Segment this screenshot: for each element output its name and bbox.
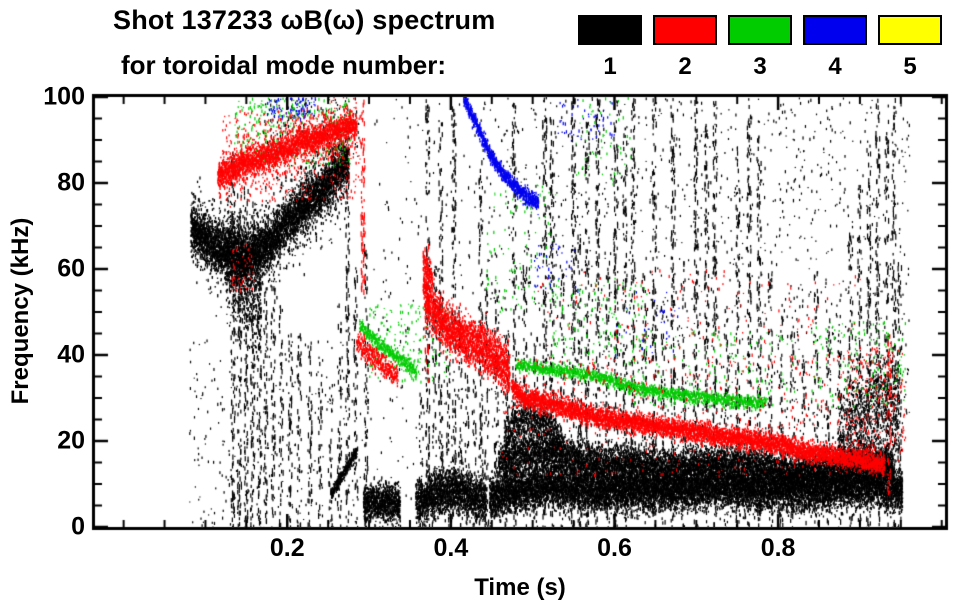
legend-swatch-n2 [653, 15, 717, 45]
x-tick-label: 0.8 [760, 534, 796, 562]
legend-swatch-n5 [878, 15, 942, 45]
figure-title: Shot 137233 ωB(ω) spectrum [113, 5, 496, 35]
x-tick-label: 0.6 [597, 534, 632, 562]
figure-subtitle: for toroidal mode number: [121, 50, 446, 80]
x-axis-label: Time (s) [474, 574, 566, 601]
legend-number-n1: 1 [603, 53, 617, 80]
legend-swatch-n4 [803, 15, 867, 45]
y-tick-label: 40 [57, 340, 85, 369]
legend-number-n2: 2 [678, 53, 692, 80]
y-axis-label: Frequency (kHz) [7, 217, 34, 405]
y-tick-label: 80 [57, 168, 85, 197]
legend-swatches [578, 15, 942, 45]
y-tick-label: 100 [43, 82, 85, 111]
legend-swatch-n3 [728, 15, 792, 45]
legend-numbers: 1 2 3 4 5 [578, 53, 942, 81]
x-tick-label: 0.2 [269, 534, 305, 562]
legend-swatch-n1 [578, 15, 642, 45]
y-tick-label: 60 [57, 254, 85, 283]
y-tick-label: 0 [71, 512, 85, 541]
legend-number-n5: 5 [903, 53, 917, 80]
x-tick-label: 0.4 [433, 534, 469, 562]
y-tick-label: 20 [57, 426, 85, 455]
legend-number-n3: 3 [753, 53, 767, 80]
legend-number-n4: 4 [828, 53, 842, 80]
